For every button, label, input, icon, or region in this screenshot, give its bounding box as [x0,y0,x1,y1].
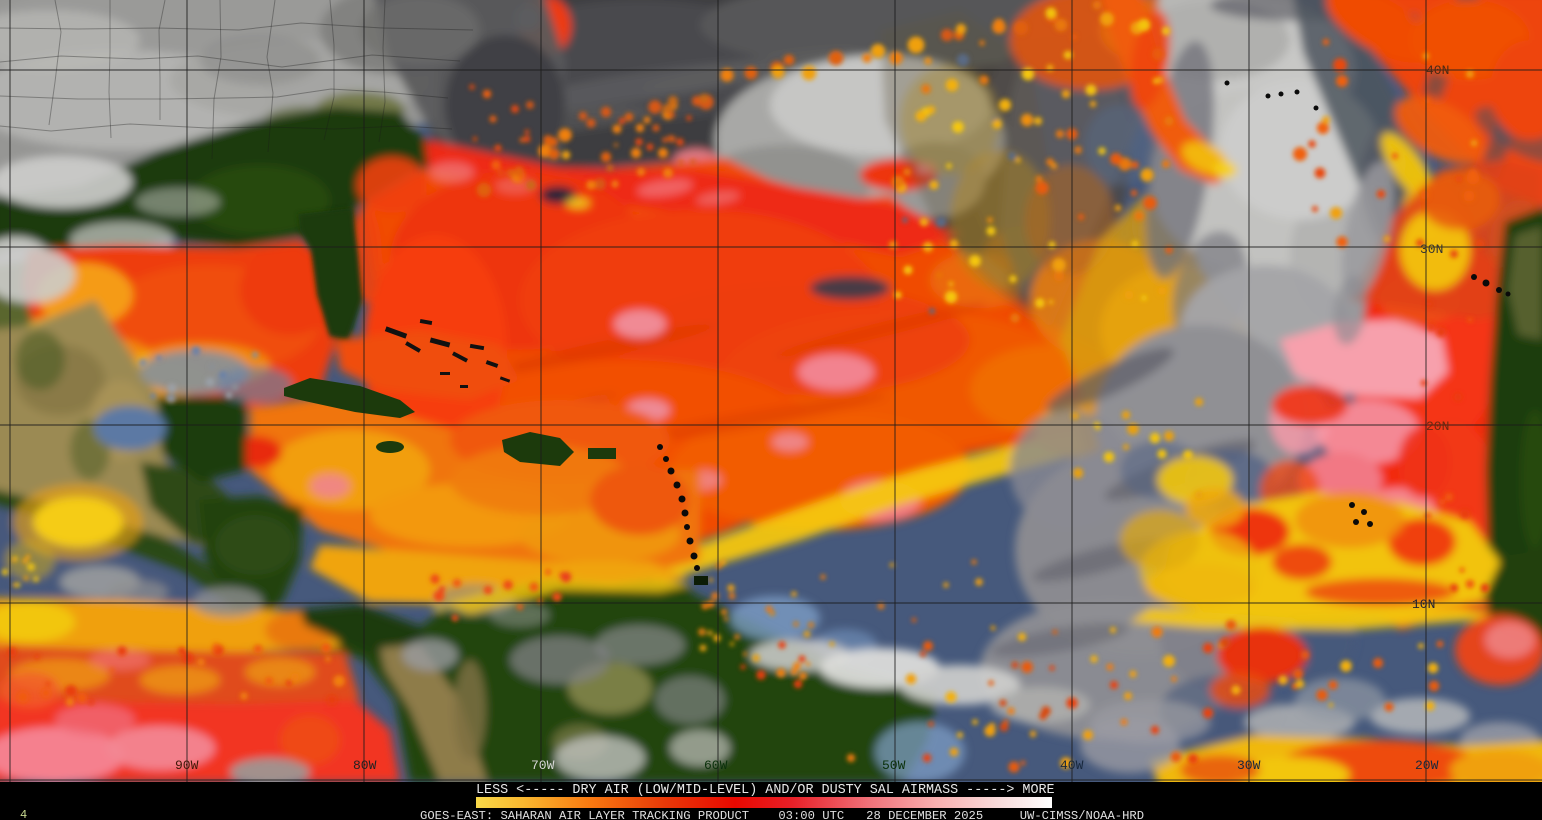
svg-text:50W: 50W [882,758,906,773]
svg-text:40N: 40N [1426,63,1449,78]
svg-text:LESS <----- DRY AIR (LOW/MID-L: LESS <----- DRY AIR (LOW/MID-LEVEL) AND/… [476,783,1055,798]
svg-text:80W: 80W [353,758,377,773]
svg-text:GOES-EAST: SAHARAN AIR LAYER T: GOES-EAST: SAHARAN AIR LAYER TRACKING PR… [420,809,1144,820]
svg-text:20N: 20N [1426,419,1449,434]
svg-text:30W: 30W [1237,758,1261,773]
svg-text:30N: 30N [1420,242,1443,257]
svg-text:90W: 90W [175,758,199,773]
svg-text:10N: 10N [1412,597,1435,612]
svg-text:20W: 20W [1415,758,1439,773]
svg-text:4: 4 [20,808,27,820]
svg-text:60W: 60W [704,758,728,773]
svg-text:40W: 40W [1060,758,1084,773]
svg-text:70W: 70W [531,758,555,773]
